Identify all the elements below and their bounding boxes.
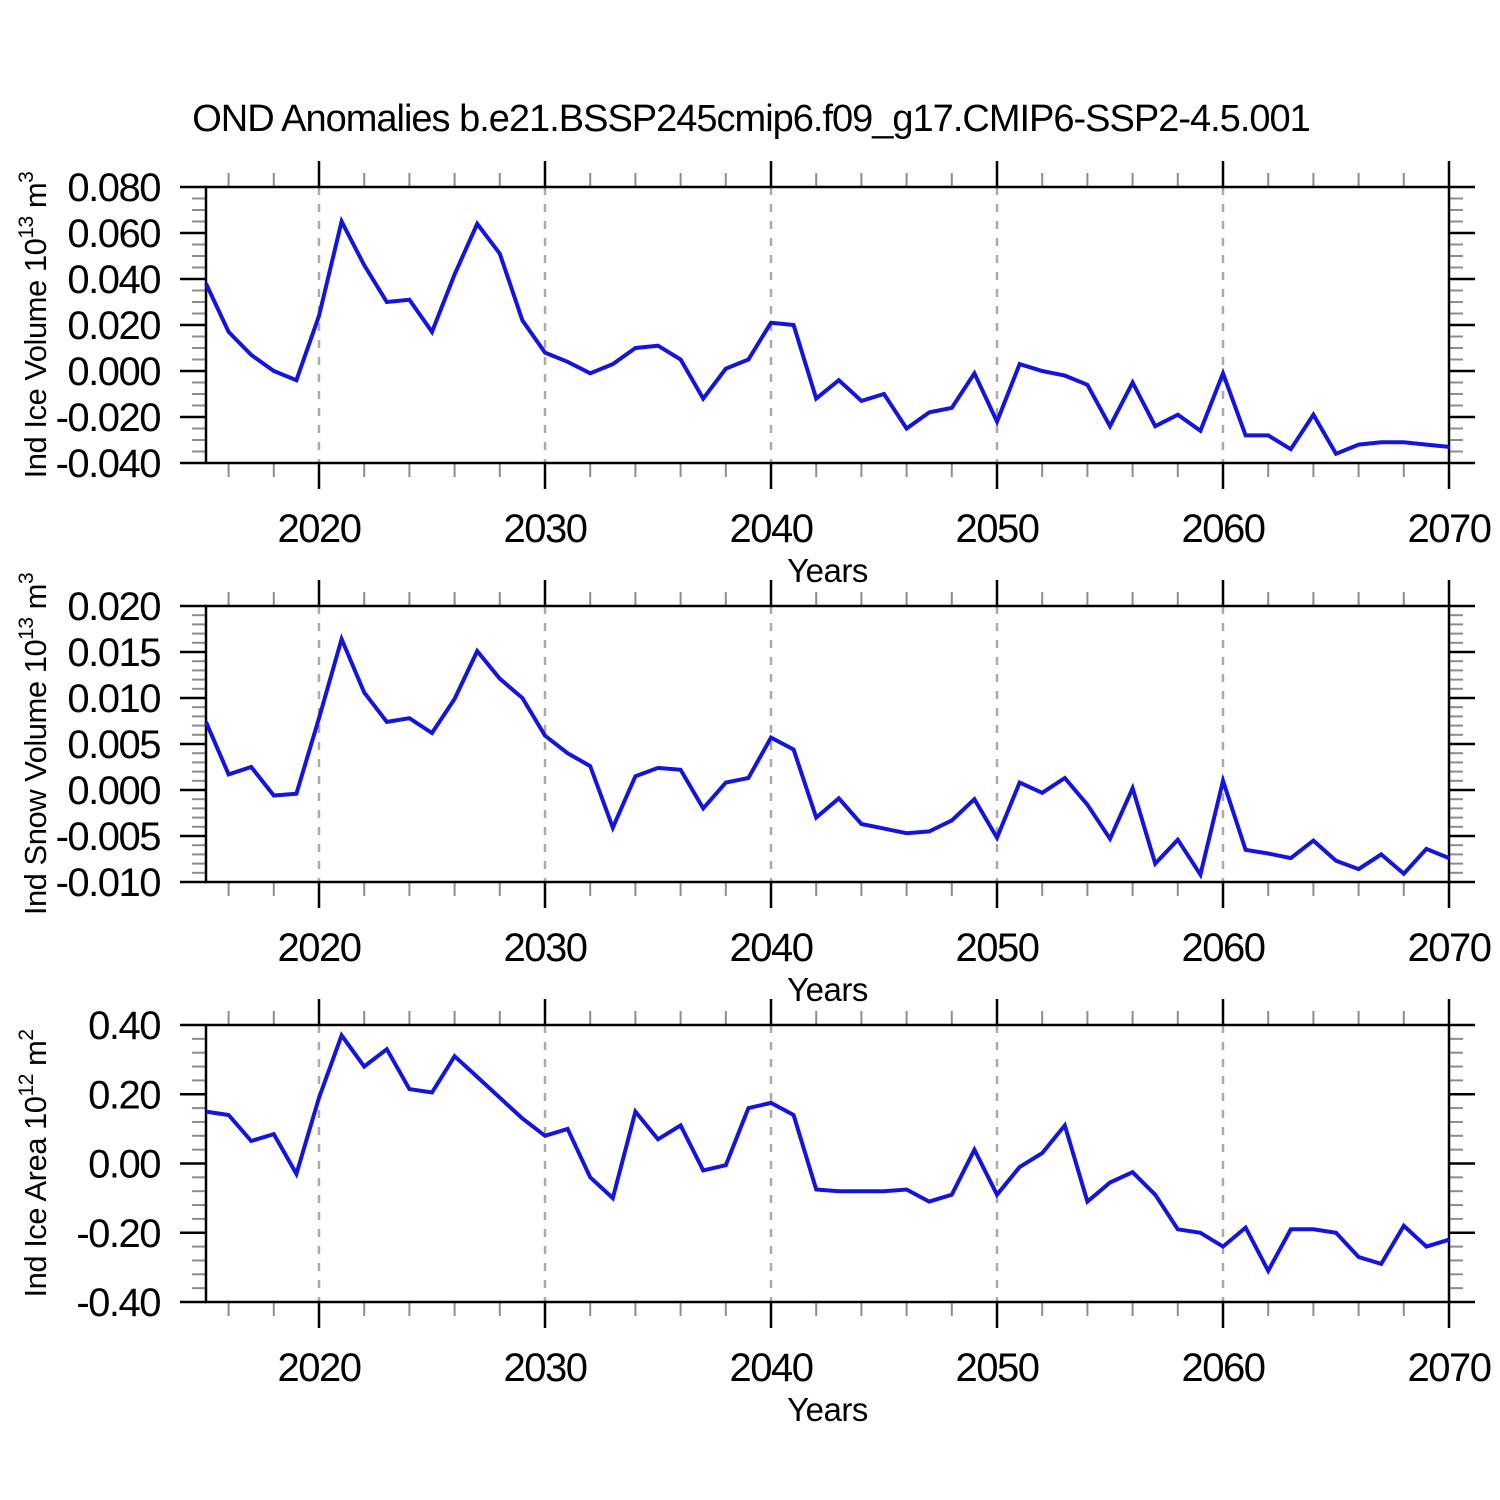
x-tick-label: 2070 — [1408, 507, 1491, 551]
y-tick-label: 0.40 — [88, 1004, 160, 1048]
y-axis-label: Ind Ice Volume 1013 m3 — [15, 172, 53, 479]
y-tick-label: -0.20 — [76, 1212, 160, 1256]
plot-frame — [204, 604, 1451, 884]
y-tick-label: 0.020 — [67, 585, 160, 629]
y-tick-label: 0.040 — [67, 258, 160, 302]
series-line — [205, 1031, 1450, 1276]
x-tick-label: 2040 — [730, 1346, 813, 1390]
y-tick-label: -0.40 — [76, 1281, 160, 1325]
x-tick-label: 2030 — [504, 926, 587, 970]
y-tick-label: -0.040 — [56, 442, 161, 486]
y-tick-label: 0.080 — [67, 166, 160, 210]
x-tick-label: 2060 — [1182, 926, 1265, 970]
y-tick-label: 0.000 — [67, 350, 160, 394]
x-axis-label: Years — [787, 552, 868, 589]
x-tick-label: 2030 — [504, 507, 587, 551]
y-axis-label: Ind Snow Volume 1013 m3 — [15, 573, 53, 915]
y-tick-label: 0.020 — [67, 304, 160, 348]
y-tick-label: 0.060 — [67, 212, 160, 256]
y-tick-label: 0.000 — [67, 769, 160, 813]
plot-frame — [204, 1023, 1451, 1304]
x-axis-label: Years — [787, 971, 868, 1008]
y-tick-label: 0.010 — [67, 677, 160, 721]
x-tick-label: 2050 — [956, 926, 1039, 970]
x-tick-label: 2020 — [278, 926, 361, 970]
y-tick-label: -0.010 — [56, 861, 161, 905]
x-tick-label: 2030 — [504, 1346, 587, 1390]
y-axis-label: Ind Ice Area 1012 m2 — [15, 1029, 53, 1297]
chart-panels: 2020 2030 2040 2050 2060 20700.0800.0600.0400… — [15, 161, 1492, 1428]
x-tick-label: 2060 — [1182, 507, 1265, 551]
x-tick-label: 2060 — [1182, 1346, 1265, 1390]
x-tick-label: 2050 — [956, 507, 1039, 551]
y-tick-label: -0.020 — [56, 396, 161, 440]
y-tick-label: -0.005 — [56, 815, 161, 859]
y-tick-label: 0.015 — [67, 631, 160, 675]
x-tick-label: 2070 — [1408, 1346, 1491, 1390]
series-line — [204, 633, 1450, 880]
y-tick-label: 0.00 — [88, 1143, 160, 1187]
x-tick-label: 2070 — [1408, 926, 1491, 970]
y-tick-label: 0.20 — [88, 1073, 160, 1117]
x-tick-label: 2020 — [278, 1346, 361, 1390]
y-tick-label: 0.005 — [67, 723, 160, 767]
x-tick-label: 2050 — [956, 1346, 1039, 1390]
chart-title: OND Anomalies b.e21.BSSP245cmip6.f09_g17… — [192, 98, 1310, 140]
x-tick-label: 2040 — [730, 507, 813, 551]
plot-frame — [204, 185, 1451, 465]
series-line — [204, 215, 1450, 457]
x-tick-label: 2040 — [730, 926, 813, 970]
x-tick-label: 2020 — [278, 507, 361, 551]
x-axis-label: Years — [787, 1391, 868, 1428]
